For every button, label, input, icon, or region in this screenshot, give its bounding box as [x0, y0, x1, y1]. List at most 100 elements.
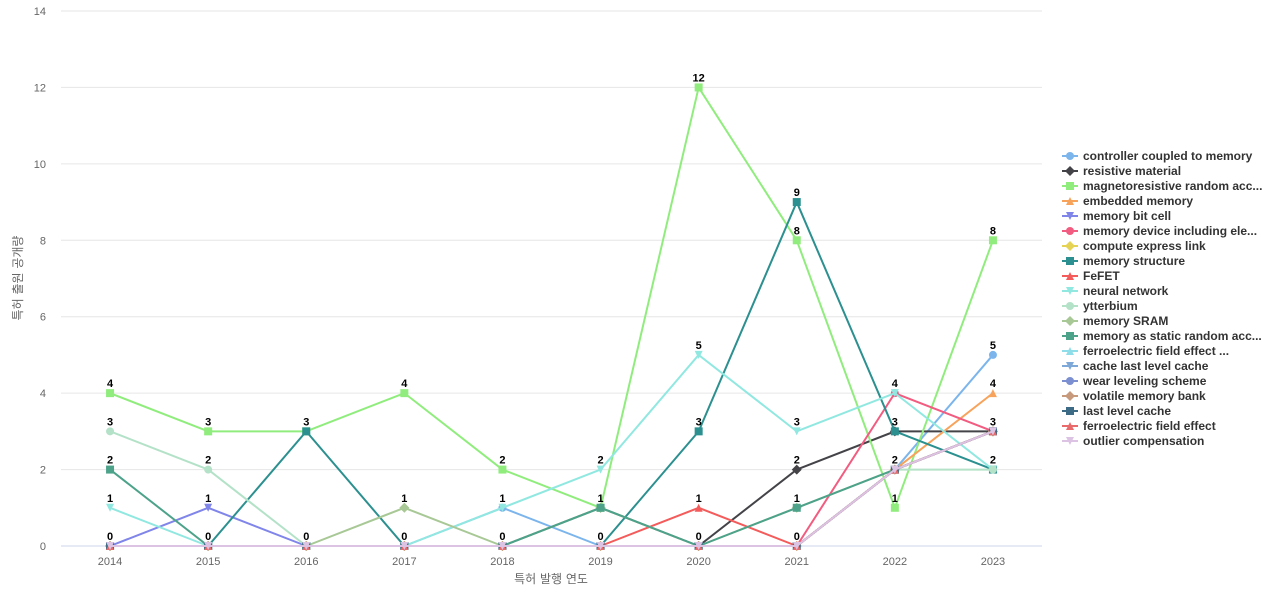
data-point [988, 389, 997, 398]
legend-symbol [1066, 377, 1074, 385]
data-label: 8 [990, 225, 996, 237]
legend-item[interactable]: memory as static random acc... [1062, 329, 1262, 343]
legend-symbol [1066, 347, 1074, 355]
legend-item[interactable]: wear leveling scheme [1062, 374, 1207, 388]
legend-item[interactable]: outlier compensation [1062, 434, 1204, 448]
data-label: 3 [794, 416, 800, 428]
data-label: 3 [107, 416, 113, 428]
data-point [498, 465, 507, 474]
legend-symbol [1065, 166, 1075, 176]
legend-item[interactable]: ytterbium [1062, 299, 1138, 313]
data-point [204, 427, 213, 436]
x-tick-label: 2020 [686, 556, 710, 568]
legend-item[interactable]: cache last level cache [1062, 359, 1209, 373]
data-point [792, 427, 801, 436]
legend-item[interactable]: memory device including ele... [1062, 224, 1257, 238]
data-label: 0 [499, 531, 505, 543]
data-point [890, 389, 899, 398]
data-point [890, 427, 899, 436]
series-line [110, 354, 994, 547]
series-2[interactable] [106, 83, 997, 512]
data-label: 1 [597, 493, 603, 505]
y-tick-label: 2 [40, 465, 46, 477]
series-line [110, 430, 994, 547]
y-tick-label: 10 [34, 159, 46, 171]
legend-symbol [1066, 362, 1074, 370]
legend-label: ferroelectric field effect [1083, 419, 1216, 433]
legend-item[interactable]: ferroelectric field effect ... [1062, 344, 1229, 358]
series-line [109, 353, 994, 547]
data-point [498, 542, 507, 550]
data-label: 3 [205, 416, 211, 428]
legend-label: memory structure [1083, 254, 1185, 268]
data-labels: 4321032103041021021012531098321043218543… [107, 72, 997, 543]
y-tick-label: 14 [34, 6, 46, 18]
legend-symbol [1066, 272, 1074, 280]
legend-symbol [1066, 257, 1074, 265]
data-point [596, 542, 605, 550]
grid-lines [61, 10, 1042, 547]
legend-item[interactable]: FeFET [1062, 269, 1120, 283]
data-label: 3 [892, 416, 898, 428]
y-tick-label: 12 [34, 82, 46, 94]
legend-symbol [1065, 316, 1075, 326]
data-point [890, 503, 899, 512]
legend-item[interactable]: volatile memory bank [1062, 389, 1206, 403]
data-label: 2 [499, 455, 505, 467]
series-line [110, 201, 994, 547]
legend-item[interactable]: memory structure [1062, 254, 1185, 268]
legend-item[interactable]: memory SRAM [1062, 314, 1168, 328]
legend-symbol [1065, 391, 1075, 401]
data-point [106, 503, 115, 512]
legend-item[interactable]: last level cache [1062, 404, 1171, 418]
data-point [792, 542, 801, 550]
data-label: 3 [303, 416, 309, 428]
data-label: 1 [696, 493, 702, 505]
data-point [302, 542, 311, 550]
legend-item[interactable]: controller coupled to memory [1062, 149, 1253, 163]
x-tick-label: 2018 [490, 556, 514, 568]
data-label: 5 [696, 340, 702, 352]
legend-item[interactable]: compute express link [1062, 239, 1206, 253]
legend-symbol [1066, 197, 1074, 205]
legend-item[interactable]: resistive material [1062, 164, 1181, 178]
legend-label: ferroelectric field effect ... [1083, 344, 1229, 358]
legend-symbol [1066, 152, 1074, 160]
legend-symbol [1066, 422, 1074, 430]
data-label: 4 [892, 378, 899, 390]
x-tick-label: 2023 [981, 556, 1005, 568]
x-tick-label: 2021 [785, 556, 809, 568]
data-label: 4 [401, 378, 408, 390]
data-point [988, 465, 997, 474]
legend-symbol [1066, 227, 1074, 235]
data-point [792, 236, 801, 245]
data-label: 1 [499, 493, 505, 505]
legend-label: memory SRAM [1083, 314, 1168, 328]
legend-label: outlier compensation [1083, 434, 1204, 448]
legend-item[interactable]: magnetoresistive random acc... [1062, 179, 1262, 193]
legend-label: neural network [1083, 284, 1169, 298]
legend-item[interactable]: ferroelectric field effect [1062, 419, 1216, 433]
legend-label: cache last level cache [1083, 359, 1209, 373]
x-tick-label: 2015 [196, 556, 220, 568]
legend-item[interactable]: neural network [1062, 284, 1169, 298]
data-point [400, 542, 409, 550]
series-7[interactable] [106, 198, 997, 550]
legend-symbol [1065, 241, 1075, 251]
series-19[interactable] [106, 427, 997, 550]
data-point [399, 502, 410, 513]
legend-label: compute express link [1083, 239, 1206, 253]
legend-label: magnetoresistive random acc... [1083, 179, 1262, 193]
series-layer [105, 83, 998, 551]
data-point [791, 464, 802, 475]
data-label: 12 [693, 72, 705, 84]
data-point [694, 542, 703, 550]
legend-symbol [1066, 437, 1074, 445]
legend-label: memory as static random acc... [1083, 329, 1262, 343]
legend-item[interactable]: embedded memory [1062, 194, 1193, 208]
legend-item[interactable]: memory bit cell [1062, 209, 1171, 223]
data-label: 0 [597, 531, 603, 543]
data-point [694, 427, 703, 436]
data-point [106, 542, 115, 550]
